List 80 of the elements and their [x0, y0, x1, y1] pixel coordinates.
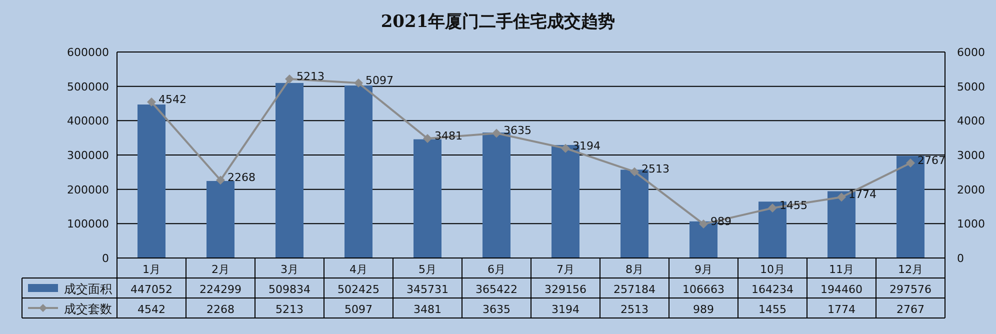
bar	[206, 180, 234, 258]
annotation: 3635	[504, 124, 532, 138]
point	[147, 98, 156, 107]
annotation: 2513	[642, 162, 670, 176]
data-label: 2513	[620, 303, 648, 316]
data-label: 5213	[276, 303, 304, 316]
y-tick-label: 400000	[67, 114, 109, 128]
point	[630, 167, 639, 176]
data-label: 1455	[758, 303, 786, 316]
point	[216, 176, 225, 185]
annotation: 5213	[296, 70, 324, 84]
data-label: 3635	[482, 303, 510, 316]
y2-tick-label: 5000	[957, 80, 985, 94]
x-tick-label: 4月	[350, 263, 368, 276]
data-label: 2268	[206, 303, 234, 316]
data-label: 1774	[828, 303, 856, 316]
x-tick-label: 6月	[488, 263, 506, 276]
y-tick-label: 600000	[67, 46, 109, 59]
point	[699, 220, 708, 229]
x-tick-label: 3月	[280, 263, 298, 276]
y2-tick-label: 1000	[957, 218, 985, 231]
annotation: 2268	[228, 171, 256, 184]
chart-title: 2021年厦门二手住宅成交趋势	[380, 12, 616, 32]
point	[492, 128, 501, 138]
bar	[138, 104, 166, 258]
bar	[482, 132, 510, 258]
x-tick-label: 8月	[626, 263, 644, 276]
y2-tick-label: 0	[957, 252, 964, 265]
x-tick-label: 1月	[142, 263, 160, 276]
annotation: 5097	[366, 74, 394, 88]
x-tick-label: 9月	[694, 263, 712, 276]
y2-tick-label: 6000	[957, 46, 985, 59]
y2-tick-label: 2000	[957, 183, 985, 196]
data-label: 164234	[752, 283, 794, 296]
data-label: 329156	[544, 283, 586, 296]
bar	[344, 86, 372, 258]
data-label: 106663	[682, 283, 724, 296]
x-tick-label: 5月	[418, 263, 436, 276]
data-label: 989	[693, 303, 714, 316]
y-tick-label: 200000	[67, 183, 109, 196]
annotation: 1455	[780, 199, 808, 212]
x-tick-label: 12月	[898, 263, 923, 276]
y-tick-label: 300000	[67, 149, 109, 162]
point	[768, 204, 777, 213]
data-label: 224299	[200, 283, 242, 296]
point	[837, 192, 846, 202]
bar	[414, 139, 442, 258]
point	[906, 158, 915, 168]
point	[423, 134, 432, 143]
data-label: 3481	[414, 303, 442, 316]
point	[354, 78, 363, 88]
data-label: 345731	[406, 283, 448, 296]
legend-label: 成交套数	[64, 302, 112, 316]
data-label: 2767	[896, 303, 924, 316]
point	[561, 144, 570, 153]
legend-label: 成交面积	[64, 282, 112, 296]
y-tick-label: 100000	[67, 218, 109, 231]
data-label: 365422	[476, 283, 518, 296]
data-label: 509834	[268, 283, 310, 296]
y-tick-label: 0	[102, 252, 109, 265]
annotation: 3194	[572, 139, 600, 152]
bar	[276, 82, 304, 258]
x-tick-label: 11月	[829, 263, 854, 276]
annotation: 4542	[158, 93, 186, 106]
data-label: 3194	[552, 303, 580, 316]
x-tick-label: 7月	[556, 263, 574, 276]
data-label: 257184	[614, 283, 656, 296]
y2-tick-label: 3000	[957, 149, 985, 162]
point	[285, 74, 294, 84]
data-label: 194460	[820, 283, 862, 296]
y2-tick-label: 4000	[957, 114, 985, 128]
y-tick-label: 500000	[67, 80, 109, 94]
data-label: 4542	[138, 303, 166, 316]
x-tick-label: 2月	[212, 263, 230, 276]
data-label: 447052	[130, 283, 172, 296]
data-label: 5097	[344, 303, 372, 316]
annotation: 3481	[434, 129, 462, 142]
data-label: 297576	[890, 283, 932, 296]
data-label: 502425	[338, 283, 380, 296]
x-tick-label: 10月	[760, 263, 785, 276]
